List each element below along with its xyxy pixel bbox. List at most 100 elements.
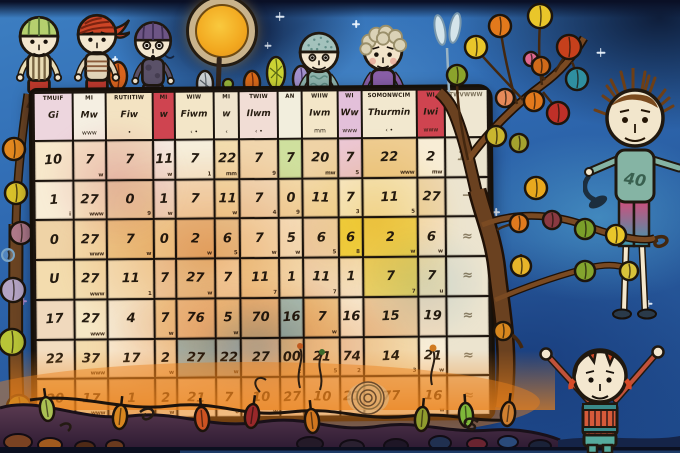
calendar-cell: 22 www [362,138,417,177]
calendar-cell: 27 [418,178,445,217]
calendar-cell: 27 www [75,300,107,339]
spiky-hair-icon [593,68,675,118]
leaf-icon [604,223,628,247]
calendar-cell: 10 [35,141,73,180]
calendar-cell: 21 [177,378,216,417]
calendar-cell: 11 w [154,140,175,179]
sun-core [195,4,249,58]
teal-crochet-hat-icon [298,31,340,54]
leaf-icon [522,50,540,68]
calendar-cell: 27 www [74,220,106,259]
leaf-icon [0,327,27,357]
leaf-icon [1,248,15,262]
header-mark: ‹ [225,128,228,136]
hanging-leaf-icon [499,393,517,428]
pebbles [3,433,552,453]
header-mark: www [82,129,97,137]
calendar-column-header: MI Mw www [73,93,105,140]
calendar-cell: 7 [106,140,153,180]
calendar-cell: 0 [35,221,74,260]
header-label: WI [345,93,354,100]
calendar-cell: 27 [177,338,215,378]
header-label: AN [285,93,295,100]
calendar-cell: 17 www [76,379,108,418]
header-mark: mm [314,127,326,135]
calendar-cell: 22 mm [214,140,239,179]
surprised-mouth [150,54,156,61]
calendar-column-header: WI Iwi www [417,90,444,137]
red-bandana-icon [76,13,118,36]
header-day: Mw [80,110,98,121]
calendar-cell: 2 mw [418,138,445,177]
calendar-cell: 20 [37,379,75,418]
calendar-cell: 0 [154,220,175,259]
calendar-cell: 16 [340,297,363,336]
calendar-cell: 20 mw [303,139,338,178]
calendar-cell: 14 3 [364,337,419,376]
calendar-cell: ¬ [446,177,488,216]
header-day: w [159,109,168,120]
calendar-cell: 10 w [242,378,280,417]
calendar-cell: 21 [341,377,364,416]
leaf-icon [1,136,27,162]
star-icon [645,300,652,307]
bunny-ears-plant-icon [433,12,462,93]
calendar-cell: 11 5 [362,178,417,217]
header-mark: www [342,127,358,135]
header-day: Fiwm [180,109,208,120]
header-day: Gi [48,110,59,121]
calendar-cell: ≈ [446,217,489,256]
header-mark: ‹ • [190,128,199,136]
header-label: SOMONWCIM [367,92,411,100]
star-icon [596,48,605,57]
leaf-icon [564,66,590,92]
calendar-cell: 27 www [74,181,106,220]
calendar-cell: 76 [177,299,215,338]
leaf-icon [487,13,513,39]
header-day: Iwm [309,108,331,119]
calendar-cell: 00 2 [281,338,304,377]
leaf-icon [8,220,34,246]
red-hair-icon [572,349,628,379]
header-label: WIW [186,94,202,101]
hair-fringe [611,94,658,108]
calendar-cell: 27 www [75,260,107,299]
calendar-cell: ≈ [446,257,489,296]
header-mark: • [127,129,132,137]
calendar-cell: 16 [280,298,303,337]
header-label: MI [222,94,231,101]
leaf-icon [545,100,571,126]
calendar-cell: 11 [303,179,338,218]
calendar-column-header: MI w ‹ [214,92,239,139]
calendar-cell: 7 [176,180,214,219]
star-icon [300,55,306,61]
header-label: TWIW [249,93,268,101]
bird-squiggle-icon [157,53,175,59]
calendar-cell: 22 [36,340,75,379]
leaf-icon [530,55,552,77]
calendar-cell: 11 w [215,179,240,218]
header-day: Thurmin [367,107,411,119]
calendar-cell: 1 [280,258,303,297]
header-day: Ww [340,108,359,119]
star-icon [19,297,27,305]
night-sky-top-band [0,0,680,18]
calendar-column-header: WIW Fiwm ‹ • [175,92,213,139]
calendar-cell: 27 [242,338,280,377]
calendar-cell: 4 [108,299,154,338]
header-label: WI [426,92,435,99]
